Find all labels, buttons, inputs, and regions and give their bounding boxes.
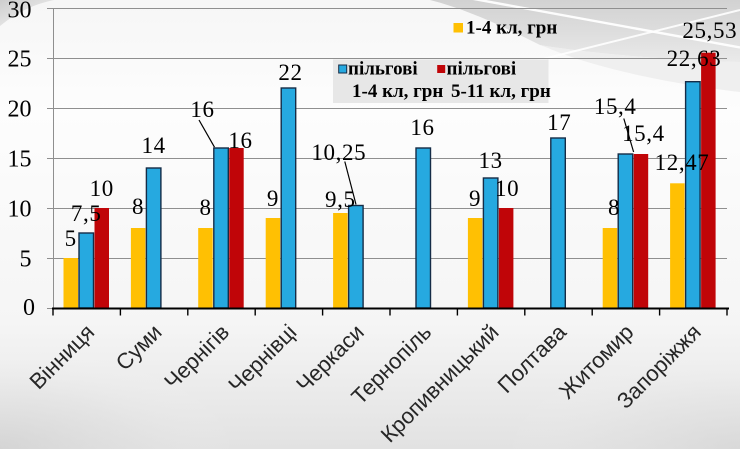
svg-text:8: 8 <box>132 194 144 219</box>
svg-text:5-11 кл, грн: 5-11 кл, грн <box>451 81 551 102</box>
svg-text:9: 9 <box>469 186 481 211</box>
svg-text:13: 13 <box>478 148 502 173</box>
svg-text:8: 8 <box>199 195 211 220</box>
svg-text:16: 16 <box>190 97 214 122</box>
svg-text:14: 14 <box>141 133 165 158</box>
svg-text:30: 30 <box>8 0 32 24</box>
svg-text:16: 16 <box>228 128 252 153</box>
svg-text:15: 15 <box>8 147 32 173</box>
svg-text:10: 10 <box>495 176 519 201</box>
svg-text:12,47: 12,47 <box>655 150 710 175</box>
svg-text:7,5: 7,5 <box>71 201 102 226</box>
svg-text:10: 10 <box>90 176 114 201</box>
svg-text:15,4: 15,4 <box>594 94 637 119</box>
svg-text:15,4: 15,4 <box>622 121 665 146</box>
svg-text:25,53: 25,53 <box>682 18 737 43</box>
svg-text:20: 20 <box>8 97 32 123</box>
svg-text:5: 5 <box>20 247 32 273</box>
svg-text:17: 17 <box>547 110 571 135</box>
svg-text:10,25: 10,25 <box>311 140 366 165</box>
svg-text:9: 9 <box>267 186 279 211</box>
svg-text:8: 8 <box>608 195 620 220</box>
svg-text:16: 16 <box>410 115 434 140</box>
svg-text:9,5: 9,5 <box>325 187 356 212</box>
svg-text:пільгові: пільгові <box>447 59 517 80</box>
svg-text:25: 25 <box>8 47 32 73</box>
svg-text:0: 0 <box>23 295 35 321</box>
svg-text:1-4 кл, грн: 1-4 кл, грн <box>352 81 443 102</box>
svg-text:22,63: 22,63 <box>667 46 722 71</box>
svg-text:пільгові: пільгові <box>348 59 418 80</box>
svg-text:5: 5 <box>65 226 77 251</box>
svg-text:1-4 кл, грн: 1-4 кл, грн <box>466 18 557 39</box>
svg-text:10: 10 <box>8 197 32 223</box>
svg-text:22: 22 <box>278 60 302 85</box>
